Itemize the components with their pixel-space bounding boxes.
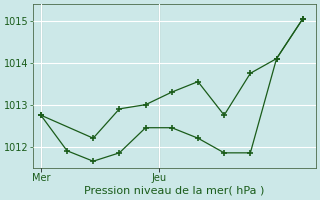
X-axis label: Pression niveau de la mer( hPa ): Pression niveau de la mer( hPa ) [84,186,265,196]
